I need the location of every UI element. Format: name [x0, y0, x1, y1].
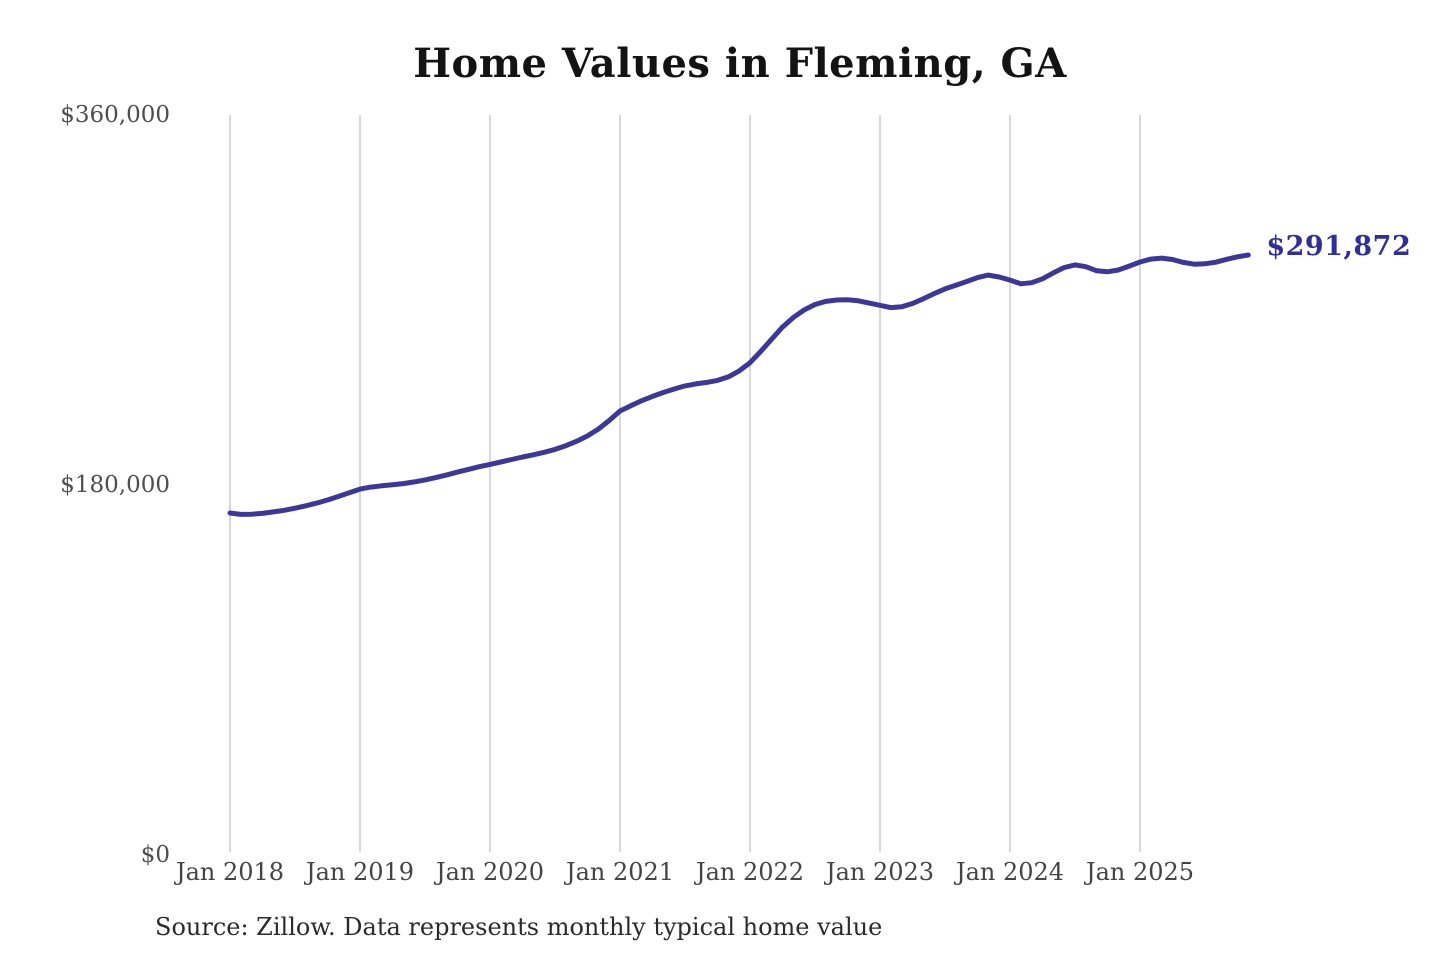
x-axis-label: Jan 2022 [695, 858, 805, 886]
y-axis-label: $180,000 [60, 472, 170, 498]
x-axis-label: Jan 2018 [175, 858, 285, 886]
x-axis-label: Jan 2024 [955, 858, 1065, 886]
chart-title: Home Values in Fleming, GA [413, 40, 1067, 87]
y-axis-label: $0 [140, 842, 170, 868]
source-note: Source: Zillow. Data represents monthly … [155, 913, 883, 941]
home-value-line [227, 252, 1251, 517]
x-axis-label: Jan 2023 [825, 858, 935, 886]
x-axis-label: Jan 2021 [565, 858, 675, 886]
y-axis-label: $360,000 [60, 102, 170, 128]
x-axis-label: Jan 2019 [305, 858, 415, 886]
x-axis-label: Jan 2025 [1085, 858, 1195, 886]
end-value-label: $291,872 [1266, 231, 1412, 263]
x-axis-label: Jan 2020 [435, 858, 545, 886]
